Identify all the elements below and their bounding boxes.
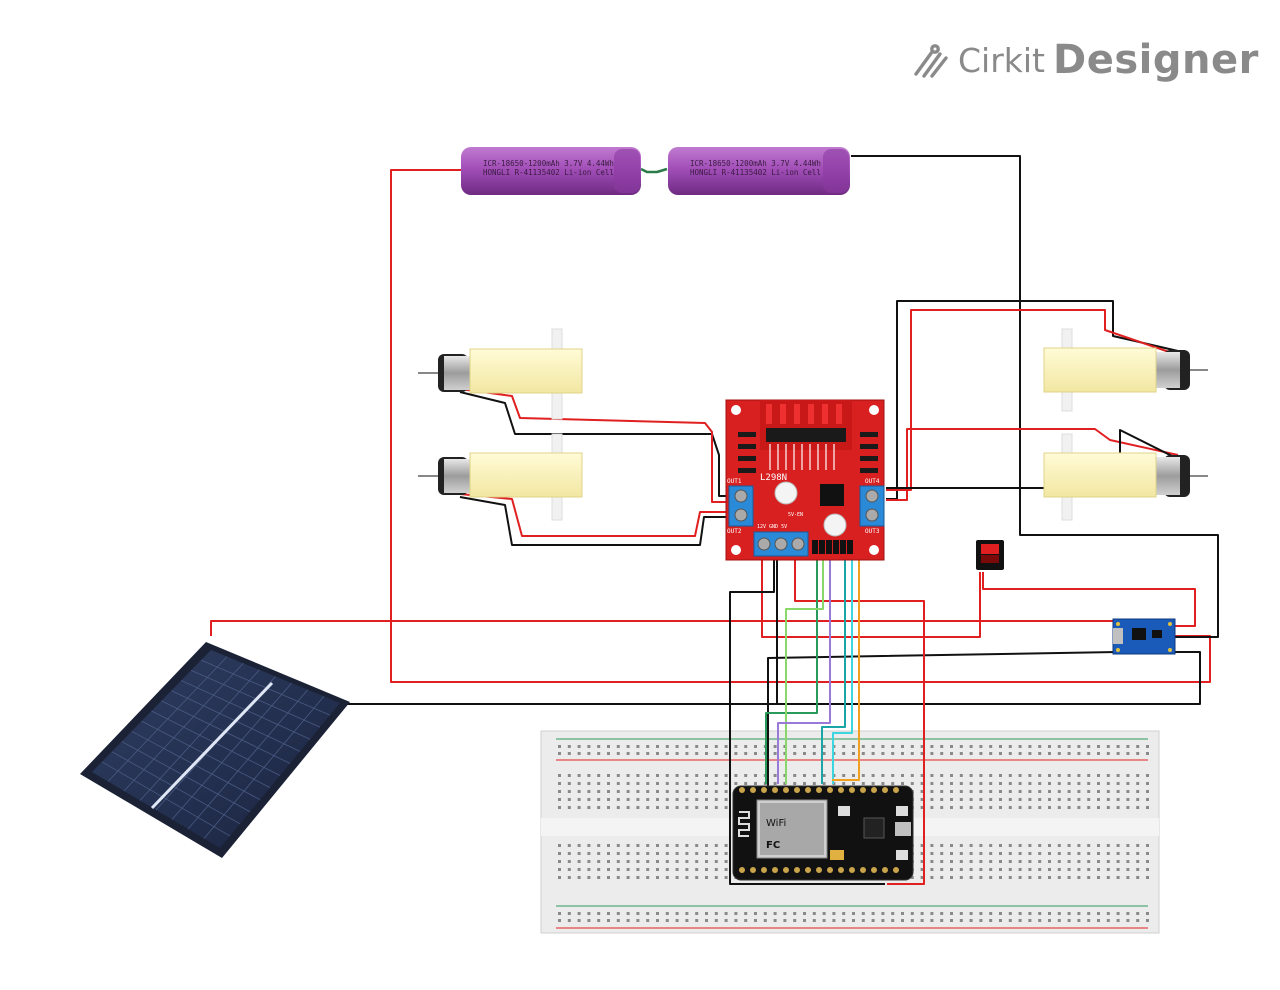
wire-sig-purple bbox=[777, 548, 831, 784]
gear-motor-right-bottom[interactable] bbox=[1043, 433, 1208, 521]
rocker-switch[interactable] bbox=[976, 540, 1004, 570]
battery-2[interactable]: ICR-18650-1200mAh 3.7V 4.44Wh HONGLI R-4… bbox=[668, 147, 850, 195]
wire-sig-green bbox=[765, 548, 818, 784]
wire-sig-orange bbox=[832, 548, 860, 781]
wire-charger-black bbox=[767, 651, 1118, 790]
tp4056-charger[interactable] bbox=[1112, 618, 1176, 655]
wire-motor-lb-red bbox=[459, 493, 732, 537]
driver-enable-label: 5V-EN bbox=[788, 512, 803, 518]
driver-out4-label: OUT4 bbox=[865, 478, 880, 485]
wire-solar-black bbox=[346, 651, 1201, 705]
wire-battery-pos-black bbox=[851, 155, 1219, 638]
wire-sig-lime bbox=[785, 548, 824, 784]
battery-1-label-1: ICR-18650-1200mAh 3.7V 4.44Wh bbox=[483, 159, 614, 168]
nodemcu-esp8266[interactable]: WiFi FC bbox=[732, 785, 914, 881]
driver-chip-label: L298N bbox=[760, 473, 787, 483]
wire-sig-cyan bbox=[832, 548, 853, 784]
wire-solar-red bbox=[210, 620, 1117, 636]
wire-switch-red2 bbox=[761, 550, 981, 638]
wire-driver-gnd-black bbox=[729, 550, 885, 885]
wire-sig-teal bbox=[821, 548, 846, 784]
wire-battery-link bbox=[640, 167, 668, 174]
cirkit-logo-icon bbox=[914, 44, 948, 78]
solar-panel[interactable] bbox=[80, 642, 350, 858]
wire-motor-lb-black bbox=[459, 496, 728, 546]
battery-1[interactable]: ICR-18650-1200mAh 3.7V 4.44Wh HONGLI R-4… bbox=[461, 147, 641, 195]
mcu-wifi-label: WiFi bbox=[766, 818, 786, 829]
gear-motor-left-bottom[interactable] bbox=[418, 433, 583, 521]
brand-cirkit-text: Cirkit bbox=[958, 40, 1045, 80]
driver-out2-label: OUT2 bbox=[727, 528, 742, 535]
battery-1-label-2: HONGLI R-41135402 Li-ion Cell bbox=[483, 168, 614, 177]
battery-2-label-2: HONGLI R-41135402 Li-ion Cell bbox=[690, 168, 821, 177]
wire-driver-5v-red bbox=[794, 550, 925, 885]
driver-out1-label: OUT1 bbox=[727, 478, 742, 485]
wire-motor-lt-red bbox=[459, 388, 732, 503]
wire-motor-rb-red bbox=[886, 428, 1179, 501]
battery-2-label-1: ICR-18650-1200mAh 3.7V 4.44Wh bbox=[690, 159, 821, 168]
brand-designer-text: Designer bbox=[1053, 37, 1259, 83]
wires bbox=[210, 155, 1219, 885]
gear-motor-right-top[interactable] bbox=[1043, 328, 1208, 412]
mcu-fc-label: FC bbox=[766, 840, 780, 851]
cirkit-designer-logo: Cirkit Designer bbox=[910, 34, 1259, 86]
l298n-motor-driver[interactable]: L298N OUT1 OUT2 OUT3 OUT4 bbox=[725, 399, 885, 561]
driver-power-labels: 12V GND 5V bbox=[757, 524, 787, 530]
gear-motor-left-top[interactable] bbox=[418, 328, 583, 420]
wire-switch-red bbox=[982, 572, 1196, 627]
driver-out3-label: OUT3 bbox=[865, 528, 880, 535]
